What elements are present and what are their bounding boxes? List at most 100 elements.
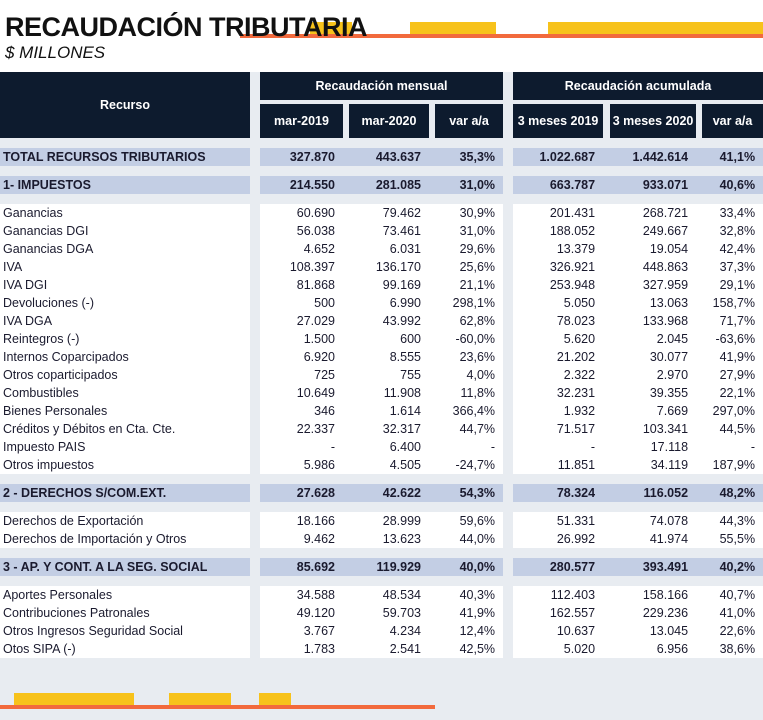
cell-value: -63,6% — [702, 330, 763, 348]
column-header-3m2020: 3 meses 2020 — [610, 100, 697, 138]
decor-stripe-orange — [240, 34, 763, 38]
cell-value: 5.986 — [260, 456, 343, 474]
cell-value: 74.078 — [610, 512, 697, 530]
cell-value: 9.462 — [260, 530, 343, 548]
page-subtitle: $ MILLONES — [5, 43, 106, 62]
table-row: Otros coparticipados 725 755 4,0% 2.322 2.970… — [0, 366, 763, 384]
revenue-table: Recurso Recaudación mensual Recaudación … — [0, 72, 763, 658]
cell-value: 366,4% — [435, 402, 504, 420]
cell-value: 85.692 — [260, 558, 343, 576]
cell-value: 1.500 — [260, 330, 343, 348]
cell-value: 56.038 — [260, 222, 343, 240]
cell-value: 7.669 — [610, 402, 697, 420]
column-header-var1: var a/a — [435, 100, 504, 138]
cell-value: 13.045 — [610, 622, 697, 640]
cell-value: 78.324 — [513, 484, 604, 502]
cell-value: 2.541 — [349, 640, 429, 658]
cell-value: - — [435, 438, 504, 456]
cell-value: 10.649 — [260, 384, 343, 402]
cell-value: 12,4% — [435, 622, 504, 640]
cell-value: - — [513, 438, 604, 456]
cell-value: 214.550 — [260, 176, 343, 194]
cell-value: 41.974 — [610, 530, 697, 548]
cell-value: 2.970 — [610, 366, 697, 384]
cell-value: 27.029 — [260, 312, 343, 330]
cell-value: 37,3% — [702, 258, 763, 276]
cell-value: 73.461 — [349, 222, 429, 240]
table-row: Combustibles 10.649 11.908 11,8% 32.231 39.35… — [0, 384, 763, 402]
cell-value: 13.063 — [610, 294, 697, 312]
cell-value: 158.166 — [610, 586, 697, 604]
table-group-row: TOTAL RECURSOS TRIBUTARIOS 327.870 443.637… — [0, 148, 763, 166]
cell-value: 725 — [260, 366, 343, 384]
cell-value: 42,5% — [435, 640, 504, 658]
cell-value: 44,0% — [435, 530, 504, 548]
cell-value: 27.628 — [260, 484, 343, 502]
decor-stripe-yellow — [14, 693, 134, 705]
row-label: Ganancias DGA — [0, 240, 250, 258]
row-label: 1- IMPUESTOS — [0, 176, 250, 194]
cell-value: 41,9% — [435, 604, 504, 622]
cell-value: 32.231 — [513, 384, 604, 402]
cell-value: 6.031 — [349, 240, 429, 258]
cell-value: 34.588 — [260, 586, 343, 604]
cell-value: 253.948 — [513, 276, 604, 294]
cell-value: 162.557 — [513, 604, 604, 622]
column-header-resource: Recurso — [0, 72, 250, 138]
cell-value: 11,8% — [435, 384, 504, 402]
cell-value: 10.637 — [513, 622, 604, 640]
cell-value: 4.652 — [260, 240, 343, 258]
cell-value: 268.721 — [610, 204, 697, 222]
cell-value: 11.908 — [349, 384, 429, 402]
cell-value: 1.614 — [349, 402, 429, 420]
cell-value: 23,6% — [435, 348, 504, 366]
cell-value: 13.623 — [349, 530, 429, 548]
row-label: TOTAL RECURSOS TRIBUTARIOS — [0, 148, 250, 166]
decor-stripe-yellow — [259, 693, 291, 705]
cell-value: 500 — [260, 294, 343, 312]
cell-value: 78.023 — [513, 312, 604, 330]
cell-value: 31,0% — [435, 176, 504, 194]
cell-value: 71,7% — [702, 312, 763, 330]
row-label: Otros coparticipados — [0, 366, 250, 384]
cell-value: 21.202 — [513, 348, 604, 366]
table-row: IVA 108.397 136.170 25,6% 326.921 448.863 37,3… — [0, 258, 763, 276]
decor-stripe-yellow — [548, 22, 763, 34]
table-row: Bienes Personales 346 1.614 366,4% 1.932 7.66… — [0, 402, 763, 420]
cell-value: 136.170 — [349, 258, 429, 276]
cell-value: 39.355 — [610, 384, 697, 402]
cell-value: 81.868 — [260, 276, 343, 294]
cell-value: 4,0% — [435, 366, 504, 384]
cell-value: 158,7% — [702, 294, 763, 312]
row-label: Derechos de Importación y Otros — [0, 530, 250, 548]
cell-value: 280.577 — [513, 558, 604, 576]
cell-value: 42.622 — [349, 484, 429, 502]
cell-value: -60,0% — [435, 330, 504, 348]
cell-value: 755 — [349, 366, 429, 384]
cell-value: 6.920 — [260, 348, 343, 366]
table-row: Impuesto PAIS -6.400- -17.118- — [0, 438, 763, 456]
column-header-var2: var a/a — [702, 100, 763, 138]
cell-value: 119.929 — [349, 558, 429, 576]
cell-value: 600 — [349, 330, 429, 348]
row-label: Reintegros (-) — [0, 330, 250, 348]
cell-value: 6.990 — [349, 294, 429, 312]
cell-value: 44,3% — [702, 512, 763, 530]
table-row: Aportes Personales 34.588 48.534 40,3% 112.4… — [0, 586, 763, 604]
cell-value: 3.767 — [260, 622, 343, 640]
cell-value: 40,0% — [435, 558, 504, 576]
cell-value: 112.403 — [513, 586, 604, 604]
cell-value: 188.052 — [513, 222, 604, 240]
decor-stripe-yellow — [169, 693, 231, 705]
table-row: Internos Coparcipados 6.920 8.555 23,6% 21.2… — [0, 348, 763, 366]
cell-value: 22.337 — [260, 420, 343, 438]
cell-value: 41,9% — [702, 348, 763, 366]
column-header-mar2020: mar-2020 — [349, 100, 429, 138]
cell-value: 59,6% — [435, 512, 504, 530]
cell-value: 35,3% — [435, 148, 504, 166]
table-group-row: 1- IMPUESTOS 214.550 281.085 31,0% 663.787 93… — [0, 176, 763, 194]
cell-value: 18.166 — [260, 512, 343, 530]
row-label: Bienes Personales — [0, 402, 250, 420]
cell-value: 133.968 — [610, 312, 697, 330]
row-label: Créditos y Débitos en Cta. Cte. — [0, 420, 250, 438]
